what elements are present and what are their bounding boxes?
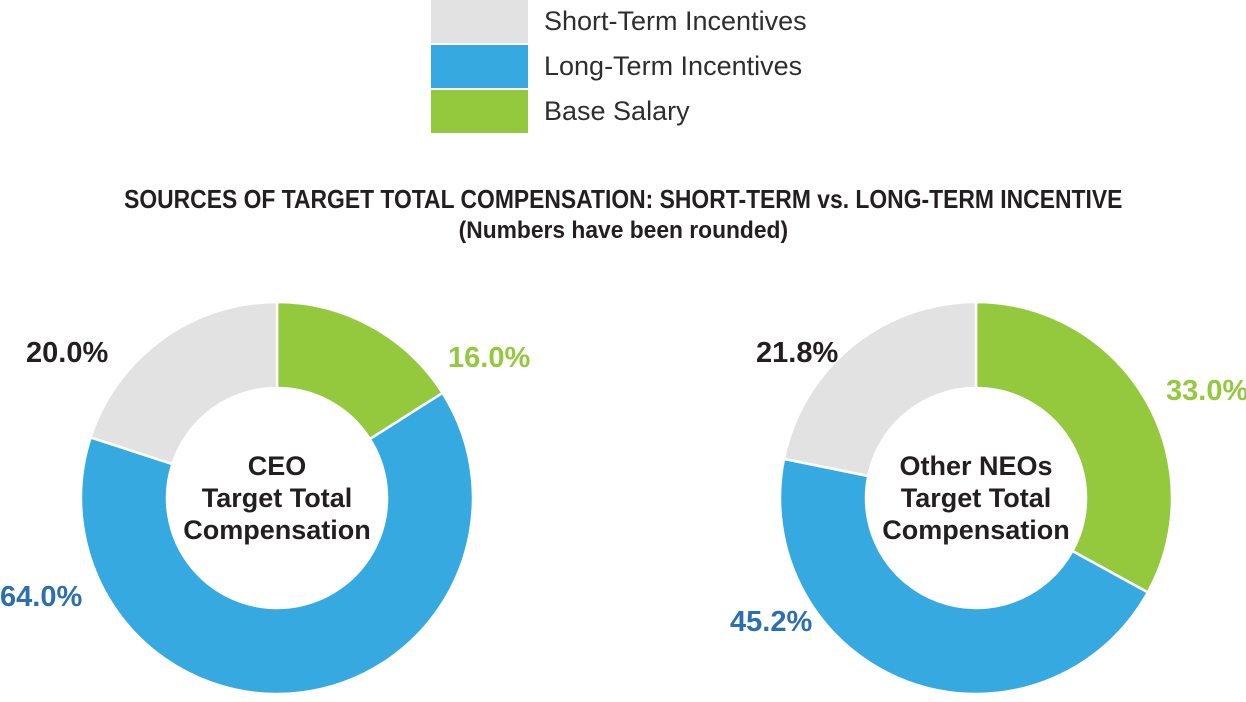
donut-chart-other-neos: [778, 300, 1174, 696]
donut-center-line: Compensation: [183, 515, 371, 545]
donut-center-line: Other NEOs: [899, 451, 1053, 481]
donut-center-line: Target Total: [900, 483, 1052, 513]
pct-label-ceo-long-term: 64.0%: [0, 581, 83, 613]
pct-label-neos-base-salary: 33.0%: [1166, 375, 1246, 407]
donut-slice-short-term-incentives: [89, 300, 279, 466]
legend-label-base-salary: Base Salary: [544, 96, 690, 126]
legend-item-long-term: Long-Term Incentives: [431, 45, 807, 88]
legend-swatch-short-term-icon: [431, 0, 528, 43]
donut-slice-base-salary: [974, 300, 1174, 595]
chart-subtitle-row: (Numbers have been rounded): [0, 217, 1246, 245]
pct-label-neos-short-term: 21.8%: [756, 337, 839, 369]
legend-item-base-salary: Base Salary: [431, 90, 807, 133]
pct-label-neos-long-term: 45.2%: [730, 606, 813, 638]
donut-slice-long-term-incentives: [79, 391, 475, 696]
legend-swatch-long-term-icon: [431, 45, 528, 88]
legend-label-long-term: Long-Term Incentives: [544, 51, 803, 81]
chart-title: SOURCES OF TARGET TOTAL COMPENSATION: SH…: [123, 184, 1123, 214]
donut-center-line: Target Total: [201, 483, 353, 513]
chart-subtitle: (Numbers have been rounded): [458, 217, 788, 244]
chart-title-row: SOURCES OF TARGET TOTAL COMPENSATION: SH…: [0, 184, 1246, 215]
donut-center-label-other-neos: Other NEOs Target Total Compensation: [846, 450, 1106, 546]
pct-label-ceo-short-term: 20.0%: [26, 337, 109, 369]
pct-label-ceo-base-salary: 16.0%: [448, 342, 531, 374]
donut-chart-ceo: [79, 300, 475, 696]
legend-swatch-base-salary-icon: [431, 90, 528, 133]
chart-legend: Short-Term Incentives Long-Term Incentiv…: [431, 0, 807, 135]
donut-center-line: CEO: [247, 451, 307, 481]
donut-center-label-ceo: CEO Target Total Compensation: [147, 450, 407, 546]
donut-slice-short-term-incentives: [782, 300, 978, 478]
legend-item-short-term: Short-Term Incentives: [431, 0, 807, 43]
legend-label-short-term: Short-Term Incentives: [544, 6, 807, 36]
donut-center-line: Compensation: [882, 515, 1070, 545]
donut-slice-long-term-incentives: [778, 457, 1150, 696]
